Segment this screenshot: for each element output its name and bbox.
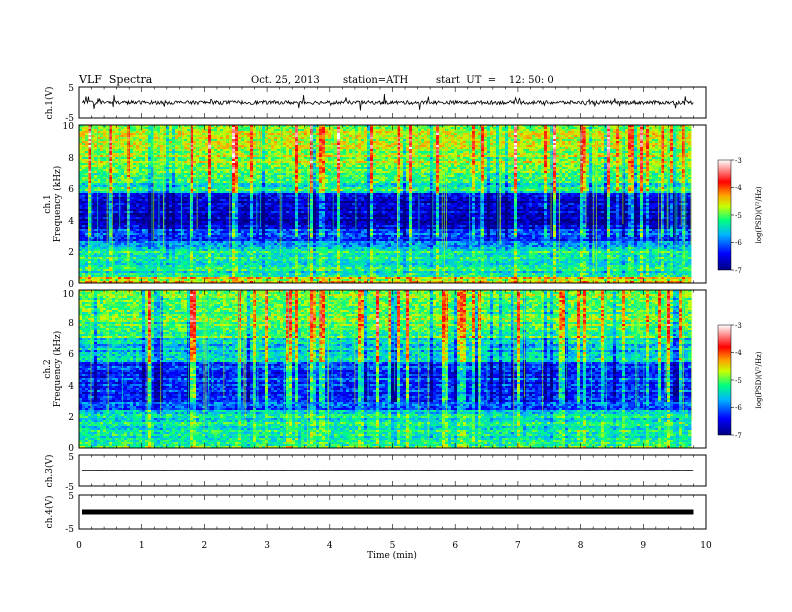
ch1-spectrogram	[79, 125, 692, 283]
